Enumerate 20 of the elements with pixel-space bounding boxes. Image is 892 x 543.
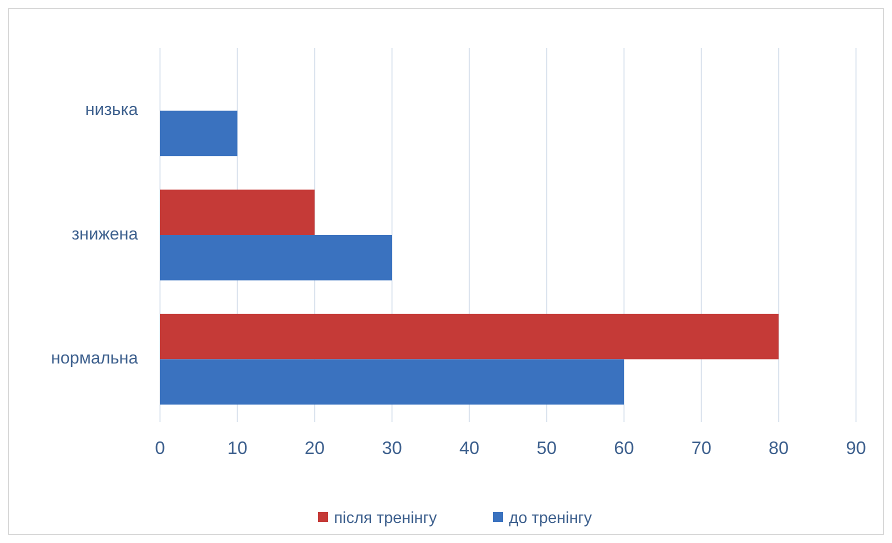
bar: [160, 359, 624, 405]
y-tick-label: знижена: [72, 224, 139, 244]
x-tick-label: 20: [304, 438, 325, 458]
bar: [160, 190, 315, 235]
x-tick-label: 10: [227, 438, 248, 458]
x-tick-label: 40: [459, 438, 480, 458]
y-tick-label: низька: [85, 100, 139, 120]
x-tick-label: 50: [536, 438, 557, 458]
x-tick-label: 30: [382, 438, 402, 458]
bar: [160, 314, 779, 360]
x-tick-label: 0: [154, 438, 166, 458]
y-tick-label: нормальна: [50, 348, 139, 368]
x-tick-label: 70: [691, 438, 712, 458]
bar: [160, 110, 238, 156]
legend-label: до тренінгу: [509, 510, 592, 527]
x-tick-label: 80: [768, 438, 789, 458]
legend-label: після тренінгу: [334, 510, 437, 527]
bar: [160, 235, 392, 280]
x-tick-label: 60: [614, 438, 634, 458]
x-tick-label: 90: [846, 438, 866, 458]
